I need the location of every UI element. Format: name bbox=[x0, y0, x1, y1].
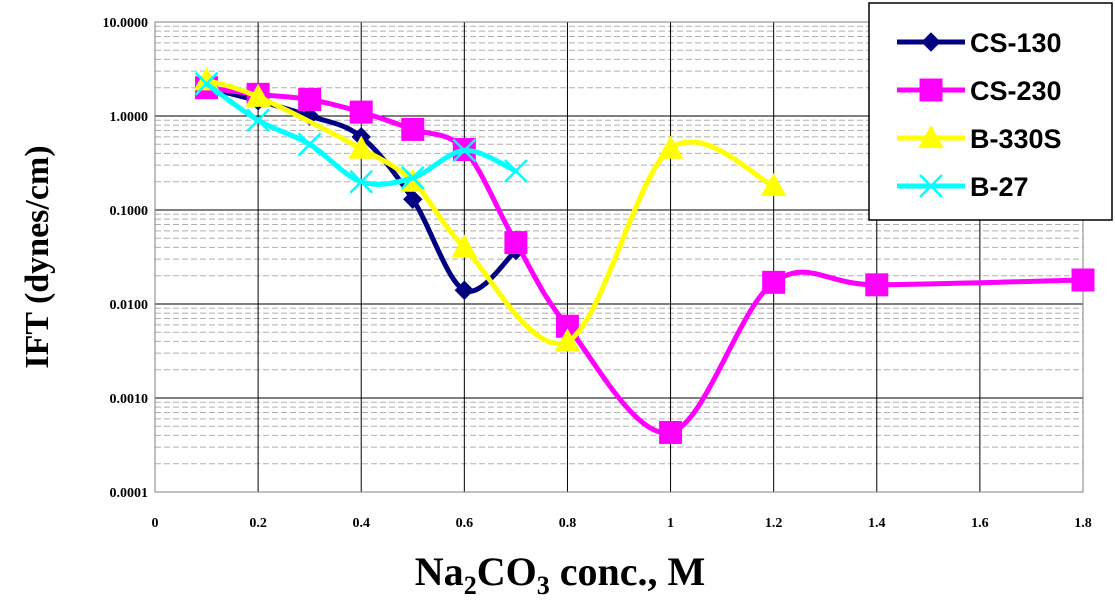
x-title-na: Na bbox=[415, 549, 464, 594]
x-tick-label: 0.8 bbox=[559, 516, 577, 531]
data-point-b-27 bbox=[246, 108, 270, 133]
y-tick-label: 0.0100 bbox=[110, 298, 149, 313]
data-point-b-27 bbox=[504, 159, 528, 183]
legend-label: CS-130 bbox=[970, 28, 1062, 58]
x-title-tail: conc., M bbox=[550, 549, 706, 594]
legend-item-cs-130: CS-130 bbox=[897, 28, 1062, 58]
legend: CS-130 CS-230 B-330S B-27 bbox=[868, 2, 1113, 221]
y-tick-label: 0.0001 bbox=[110, 486, 149, 501]
data-point-cs-230 bbox=[762, 270, 786, 294]
plot-frame bbox=[154, 21, 1084, 493]
y-tick-label: 0.0010 bbox=[110, 392, 149, 407]
data-point-cs-230 bbox=[1071, 268, 1095, 292]
y-tick-label: 1.0000 bbox=[110, 110, 149, 125]
series-layer bbox=[193, 67, 1095, 444]
data-point-cs-230 bbox=[504, 231, 528, 255]
data-point-b-27 bbox=[400, 165, 425, 190]
legend-marker-cs-230 bbox=[919, 78, 943, 102]
legend-item-cs-230: CS-230 bbox=[897, 76, 1062, 106]
x-tick-label: 1.2 bbox=[765, 516, 783, 531]
legend-label: B-330S bbox=[970, 124, 1062, 154]
x-title-sub-2: 2 bbox=[464, 571, 477, 600]
data-point-cs-230 bbox=[401, 117, 425, 141]
legend-marker-b-330s bbox=[918, 124, 944, 149]
data-point-b-27 bbox=[194, 71, 219, 96]
x-tick-label: 1 bbox=[667, 516, 674, 531]
x-tick-label: 0.6 bbox=[456, 516, 474, 531]
y-tick-label: 0.1000 bbox=[110, 204, 149, 219]
data-point-cs-230 bbox=[298, 87, 322, 111]
legend-item-b-27: B-27 bbox=[897, 172, 1029, 202]
y-tick-label: 10.0000 bbox=[103, 16, 149, 31]
x-tick-labels: 0 0.2 0.4 0.6 0.8 1 1.2 1.4 1.6 1.8 bbox=[152, 516, 1092, 531]
data-point-cs-230 bbox=[865, 273, 889, 297]
data-point-cs-230 bbox=[349, 100, 373, 124]
data-point-b-330s bbox=[451, 234, 478, 258]
x-title-sub-3: 3 bbox=[537, 571, 550, 600]
x-tick-label: 1.8 bbox=[1074, 516, 1092, 531]
legend-marker-b-27 bbox=[919, 174, 943, 198]
series-b-27 bbox=[194, 71, 528, 194]
y-tick-labels: 0.0001 0.0010 0.0100 0.1000 1.0000 10.0000 bbox=[103, 16, 149, 501]
x-tick-label: 0.2 bbox=[249, 516, 267, 531]
x-tick-label: 0 bbox=[152, 516, 159, 531]
x-tick-label: 1.6 bbox=[971, 516, 989, 531]
data-point-b-330s bbox=[554, 328, 581, 352]
data-point-b-330s bbox=[348, 135, 375, 159]
data-point-cs-130 bbox=[403, 189, 423, 209]
series-b-330s bbox=[193, 67, 787, 352]
legend-label: B-27 bbox=[970, 172, 1029, 202]
data-point-cs-130 bbox=[454, 280, 475, 300]
legend-label: CS-230 bbox=[970, 76, 1062, 106]
x-title-co: CO bbox=[477, 549, 537, 594]
series-line-cs-230 bbox=[204, 85, 1086, 436]
legend-marker-cs-130 bbox=[921, 32, 941, 52]
y-axis-title: IFT (dynes/cm) bbox=[19, 145, 56, 368]
data-point-b-330s bbox=[657, 135, 684, 159]
series-cs-230 bbox=[195, 76, 1095, 444]
data-point-cs-230 bbox=[659, 420, 683, 444]
data-point-b-27 bbox=[297, 132, 322, 157]
legend-item-b-330s: B-330S bbox=[897, 124, 1062, 154]
x-axis-title: Na2CO3 conc., M bbox=[415, 549, 705, 600]
x-tick-label: 1.4 bbox=[868, 516, 886, 531]
data-point-b-330s bbox=[760, 172, 787, 197]
data-point-b-27 bbox=[452, 138, 477, 163]
data-point-b-27 bbox=[349, 169, 374, 194]
x-tick-label: 0.4 bbox=[352, 516, 370, 531]
data-point-b-330s bbox=[245, 83, 271, 107]
